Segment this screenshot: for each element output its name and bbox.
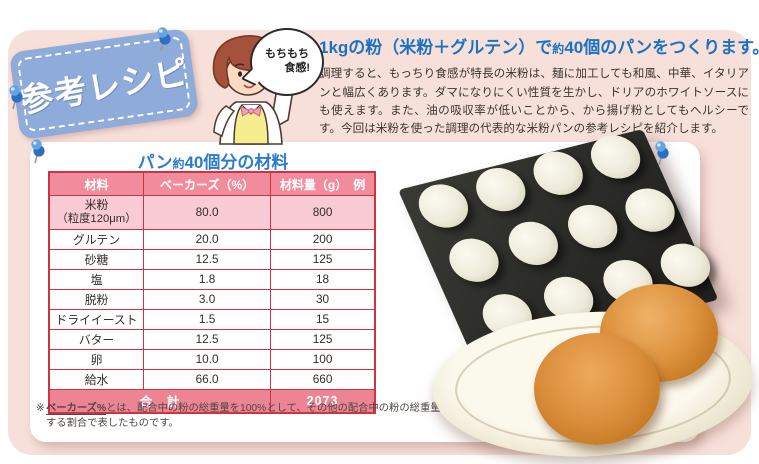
- ingredient-amount: 125: [270, 328, 376, 350]
- dough-ball: [411, 179, 476, 233]
- ingredient-bakers-percent: 12.5: [143, 248, 272, 270]
- table-title-pre: パン: [137, 153, 173, 172]
- intro-title-approx: 約: [552, 42, 565, 56]
- ingredient-name: ドライイースト: [48, 308, 145, 330]
- ingredient-bakers-percent: 10.0: [143, 348, 272, 370]
- total-row: 合 計 2073: [48, 388, 376, 414]
- speech-bubble-line2: 食感!: [284, 62, 310, 74]
- table-title-approx: 約: [172, 157, 185, 171]
- header-ingredient: 材料: [48, 171, 145, 196]
- total-value: 2073: [270, 388, 376, 414]
- header-amount: 材料量（g） 例: [270, 171, 376, 196]
- ingredient-amount: 660: [270, 368, 376, 390]
- intro-title-pre: 1kgの粉（米粉＋グルテン）で: [319, 38, 553, 57]
- ingredient-bakers-percent: 1.8: [143, 268, 272, 290]
- ingredients-body: 米粉 （粒度120μm） 80.0 800 グルテン 20.0 200 砂糖 12.5 125 塩 1…: [48, 195, 376, 390]
- intro-section: 1kgの粉（米粉＋グルテン）で約40個のパンをつくります。 調理すると、もっちり…: [319, 37, 759, 139]
- dough-ball: [560, 199, 625, 254]
- pushpin-icon: [31, 139, 45, 164]
- ingredient-row: 卵 10.0 100: [48, 348, 376, 370]
- ingredient-name: 砂糖: [48, 248, 145, 270]
- ingredient-name: 卵: [48, 348, 145, 370]
- intro-body: 調理すると、もっちり食感が特長の米粉は、麺に加工しても和風、中華、イタリアンと幅…: [319, 67, 749, 136]
- intro-title-post: 40個のパンをつくります。: [564, 38, 759, 57]
- ingredient-row: 塩 1.8 18: [48, 268, 376, 290]
- ingredient-amount: 18: [270, 268, 376, 290]
- ingredient-amount: 200: [270, 228, 376, 250]
- table-title: パン約40個分の材料: [48, 148, 378, 173]
- ingredient-bakers-percent: 12.5: [143, 328, 272, 350]
- ingredients-table: 材料 ベーカーズ（%） 材料量（g） 例 米粉 （粒度120μm） 80.0 800 グ…: [48, 171, 376, 414]
- dough-ball: [468, 163, 533, 217]
- ingredient-bakers-percent: 66.0: [143, 368, 272, 390]
- pushpin-icon: [157, 27, 171, 52]
- intro-title: 1kgの粉（米粉＋グルテン）で約40個のパンをつくります。: [319, 37, 759, 58]
- ingredient-amount: 125: [270, 248, 376, 270]
- ingredient-row: 米粉 （粒度120μm） 80.0 800: [48, 195, 376, 230]
- footnote-term: ベーカーズ%: [46, 403, 107, 415]
- speech-bubble: もちもち 食感!: [240, 28, 324, 96]
- footnote-marker: ※: [36, 403, 45, 414]
- ingredient-bakers-percent: 80.0: [143, 195, 272, 230]
- ingredient-bakers-percent: 1.5: [143, 308, 272, 330]
- ingredient-name: 脱粉: [48, 288, 145, 310]
- dough-ball: [501, 216, 566, 270]
- ingredient-row: ドライイースト 1.5 15: [48, 308, 376, 330]
- ingredient-row: 砂糖 12.5 125: [48, 248, 376, 270]
- dough-ball: [441, 233, 507, 287]
- ingredient-amount: 800: [270, 195, 376, 230]
- ingredient-row: 給水 66.0 660: [48, 368, 376, 390]
- ingredient-row: バター 12.5 125: [48, 328, 376, 350]
- table-header-row: 材料 ベーカーズ（%） 材料量（g） 例: [48, 171, 376, 196]
- ingredient-row: グルテン 20.0 200: [48, 228, 376, 250]
- bread-bun: [534, 333, 660, 445]
- total-label: 合 計: [48, 388, 272, 414]
- dough-ball: [526, 146, 591, 200]
- ingredient-amount: 15: [270, 308, 376, 330]
- pushpin-icon: [9, 85, 23, 110]
- ingredient-name-sub: （粒度120μm）: [56, 212, 137, 225]
- ingredient-name: 給水: [48, 368, 145, 390]
- ingredient-amount: 30: [270, 288, 376, 310]
- ingredient-name: 塩: [48, 268, 145, 290]
- ingredient-bakers-percent: 20.0: [143, 228, 272, 250]
- table-title-post: 40個分の材料: [184, 153, 289, 172]
- footnote: ※ ベーカーズ%とは、配合中の粉の総重量を100%として、その他の配合中の粉の総重…: [36, 401, 466, 432]
- ingredient-amount: 100: [270, 348, 376, 370]
- speech-bubble-line1: もちもち: [265, 48, 309, 61]
- ingredient-bakers-percent: 3.0: [143, 288, 272, 310]
- ingredient-name: バター: [48, 328, 145, 350]
- footnote-text: とは、配合中の粉の総重量を100%として、その他の配合中の粉の総重量に対する割合…: [46, 403, 462, 430]
- ingredient-name: グルテン: [48, 228, 145, 250]
- pushpin-icon: [655, 141, 669, 166]
- ingredient-name: 米粉 （粒度120μm）: [48, 195, 145, 230]
- ingredient-row: 脱粉 3.0 30: [48, 288, 376, 310]
- header-bakers-percent: ベーカーズ（%）: [143, 171, 272, 196]
